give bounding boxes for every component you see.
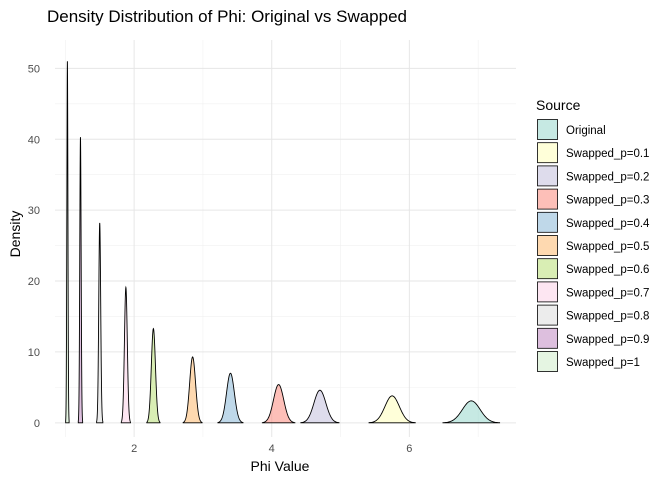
legend-swatch [537, 258, 558, 280]
x-tick-label: 4 [269, 443, 275, 455]
x-axis-ticks: 2 4 6 [131, 443, 412, 455]
legend-label: Original [566, 125, 606, 137]
plot-area [55, 40, 516, 437]
legend-label: Swapped_p=0.6 [566, 264, 649, 276]
density-area-original [442, 400, 501, 424]
legend-swatch [537, 327, 558, 349]
legend-label: Swapped_p=1 [566, 357, 640, 369]
density-area-swapped-p-0-5 [182, 356, 203, 424]
legend-swatch [537, 188, 558, 210]
density-area-swapped-p-0-4 [217, 372, 244, 424]
y-tick-label: 10 [28, 347, 40, 359]
y-tick-label: 20 [28, 276, 40, 288]
legend-label: Swapped_p=0.3 [566, 195, 649, 207]
legend-swatch [537, 304, 558, 326]
density-area-swapped-p-0-3 [261, 384, 296, 424]
density-areas [65, 61, 501, 424]
legend-title: Source [536, 97, 581, 113]
y-tick-label: 0 [34, 418, 40, 430]
density-area-swapped-p-0-9 [77, 137, 84, 424]
y-tick-label: 40 [28, 134, 40, 146]
density-area-swapped-p-0-2 [300, 389, 340, 424]
legend-label: Swapped_p=0.4 [566, 218, 650, 230]
x-tick-label: 6 [406, 443, 412, 455]
chart-title: Density Distribution of Phi: Original vs… [47, 7, 407, 26]
legend-label: Swapped_p=0.8 [566, 311, 649, 323]
legend-swatch [537, 142, 558, 164]
density-area-swapped-p-0-7 [120, 285, 131, 424]
legend-label: Swapped_p=0.2 [566, 171, 649, 183]
grid-minor [55, 40, 516, 437]
legend-swatch [537, 165, 558, 187]
legend-label: Swapped_p=0.5 [566, 241, 649, 253]
legend-swatch [537, 281, 558, 303]
density-area-swapped-p-0-1 [368, 395, 416, 424]
y-axis-ticks: 0 10 20 30 40 50 [28, 63, 40, 429]
legend: Source Original Swapped_p=0.1 Swapped_p=0.… [536, 97, 650, 372]
legend-label: Swapped_p=0.7 [566, 287, 649, 299]
legend-label: Swapped_p=0.1 [566, 148, 649, 160]
y-axis-title: Density [7, 211, 23, 258]
x-axis-title: Phi Value [251, 458, 310, 474]
legend-swatch [537, 351, 558, 372]
legend-label: Swapped_p=0.9 [566, 334, 649, 346]
x-tick-label: 2 [131, 443, 137, 455]
density-area-swapped-p-1 [65, 61, 70, 424]
legend-swatch [537, 211, 558, 233]
legend-swatch [537, 235, 558, 256]
y-tick-label: 30 [28, 205, 40, 217]
legend-swatch [537, 119, 558, 140]
y-tick-label: 50 [28, 63, 40, 75]
density-area-swapped-p-0-8 [96, 222, 104, 424]
density-area-swapped-p-0-6 [146, 327, 161, 424]
legend-items: Original Swapped_p=0.1 Swapped_p=0.2 Swappe… [537, 119, 650, 372]
